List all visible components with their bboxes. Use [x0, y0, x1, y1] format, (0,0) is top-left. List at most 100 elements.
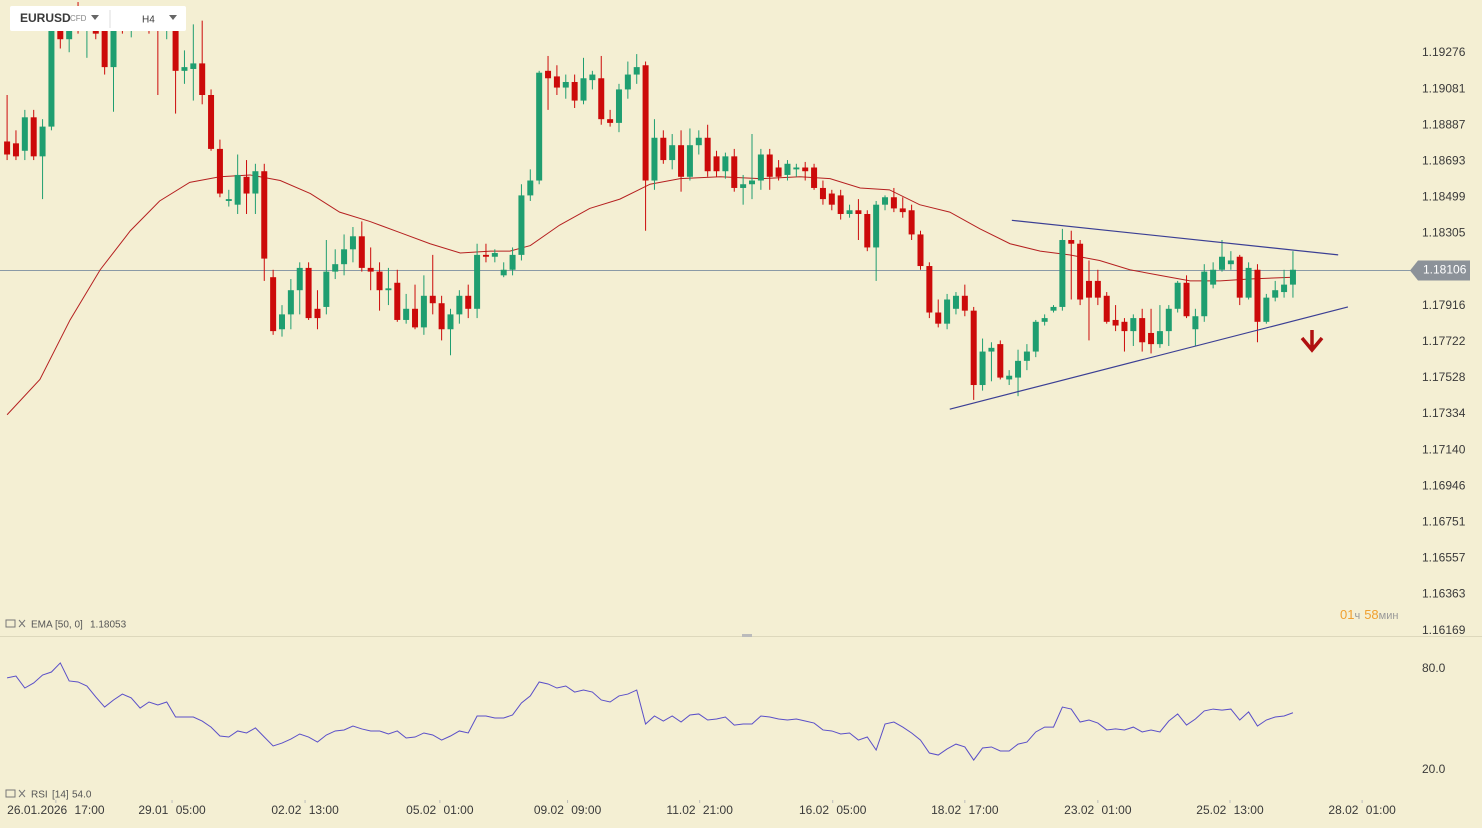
candle-body — [1112, 319, 1119, 326]
x-tick-label: 29.01 05:00 — [138, 803, 206, 817]
candle-body — [349, 236, 356, 250]
candle-body — [456, 295, 463, 315]
y-tick-label: 1.17916 — [1422, 298, 1466, 312]
candle-body — [678, 145, 685, 177]
candle-body — [952, 295, 959, 309]
candle-body — [225, 199, 232, 201]
candle-body — [208, 95, 215, 149]
y-tick-label: 1.16751 — [1422, 515, 1466, 529]
candle-body — [403, 308, 410, 320]
countdown-minutes: 58 — [1364, 607, 1378, 622]
close-icon[interactable] — [18, 619, 26, 628]
candle-body — [438, 303, 445, 330]
candle-body — [580, 78, 587, 101]
candle-body — [961, 295, 968, 311]
candle-body — [1103, 295, 1110, 322]
candle-body — [811, 167, 818, 188]
rsi-params: [14] — [52, 790, 69, 801]
y-tick-label: 1.16363 — [1422, 587, 1466, 601]
legend-icon[interactable] — [5, 789, 16, 798]
candle-body — [589, 74, 596, 81]
last-price-badge — [1410, 260, 1470, 281]
candle-body — [882, 197, 889, 205]
candle-body — [749, 180, 755, 185]
candle-body — [1032, 321, 1039, 352]
instrument-type: CFD — [70, 14, 87, 23]
candle-body — [385, 288, 392, 291]
candle-body — [101, 24, 108, 68]
candle-body — [1006, 375, 1013, 380]
candle-body — [1050, 306, 1057, 311]
countdown-hours-unit: ч — [1354, 610, 1360, 622]
symbol[interactable]: EURUSD — [20, 11, 71, 25]
candle-body — [944, 299, 951, 324]
y-tick-label: 1.17722 — [1422, 334, 1466, 348]
candle-body — [855, 210, 862, 214]
candle-body — [341, 249, 348, 265]
candle-body — [536, 72, 543, 181]
x-tick-label: 25.02 13:00 — [1196, 803, 1264, 817]
candle-body — [234, 174, 241, 205]
candle-body — [1139, 318, 1146, 343]
candle-body — [323, 271, 330, 307]
dropdown-icon[interactable] — [169, 15, 177, 20]
resize-handle[interactable] — [742, 634, 752, 637]
candle-body — [979, 351, 986, 386]
y-tick-label: 1.16169 — [1422, 623, 1466, 637]
candle-body — [917, 234, 924, 267]
y-tick-label: 20.0 — [1422, 762, 1446, 776]
candle-body — [482, 254, 489, 257]
candle-body — [598, 78, 605, 120]
candle-body — [1272, 290, 1279, 298]
y-tick-label: 1.17528 — [1422, 370, 1466, 384]
candle-body — [181, 67, 188, 71]
y-tick-label: 1.17334 — [1422, 406, 1466, 420]
candle-body — [500, 269, 507, 276]
candle-body — [624, 74, 631, 90]
rsi-name: RSI — [31, 790, 48, 801]
y-tick-label: 1.18693 — [1422, 154, 1466, 168]
x-tick-label: 09.02 09:00 — [534, 803, 602, 817]
candle-body — [1121, 321, 1128, 332]
rsi-value: 54.0 — [72, 790, 92, 801]
candle-body — [1289, 269, 1296, 285]
candle-body — [1174, 282, 1181, 309]
x-tick-label: 28.02 01:00 — [1328, 803, 1396, 817]
candle-body — [314, 308, 321, 319]
y-tick-label: 1.17140 — [1422, 442, 1466, 456]
candle-body — [553, 76, 560, 88]
candle-body — [367, 267, 374, 272]
candle-body — [1059, 240, 1066, 307]
candle-body — [686, 145, 693, 177]
countdown-minutes-unit: мин — [1379, 610, 1399, 622]
candle-body — [908, 210, 915, 235]
candle-body — [1085, 280, 1092, 298]
y-tick-label: 1.18499 — [1422, 190, 1466, 204]
y-tick-label: 1.16557 — [1422, 551, 1466, 565]
candle-body — [828, 193, 835, 205]
candle-body — [704, 137, 711, 172]
candle-body — [713, 156, 720, 172]
timeframe[interactable]: H4 — [142, 15, 155, 26]
candle-body — [1023, 351, 1030, 361]
legend-icon[interactable] — [5, 619, 16, 628]
candle-body — [819, 187, 826, 200]
x-tick-label: 05.02 01:00 — [406, 803, 474, 817]
candle-body — [1094, 280, 1101, 298]
candle-body — [740, 184, 747, 188]
candle-body — [1236, 256, 1243, 298]
close-icon[interactable] — [18, 789, 26, 798]
x-tick-label: 16.02 05:00 — [799, 803, 867, 817]
candle-body — [571, 81, 578, 101]
candle-body — [527, 180, 534, 196]
candle-body — [1077, 243, 1084, 300]
y-tick-label: 80.0 — [1422, 661, 1446, 675]
candle-body — [615, 89, 622, 123]
candle-body — [837, 195, 844, 214]
candle-body — [1201, 271, 1208, 317]
candle-body — [474, 254, 481, 309]
dropdown-icon[interactable] — [91, 15, 99, 20]
